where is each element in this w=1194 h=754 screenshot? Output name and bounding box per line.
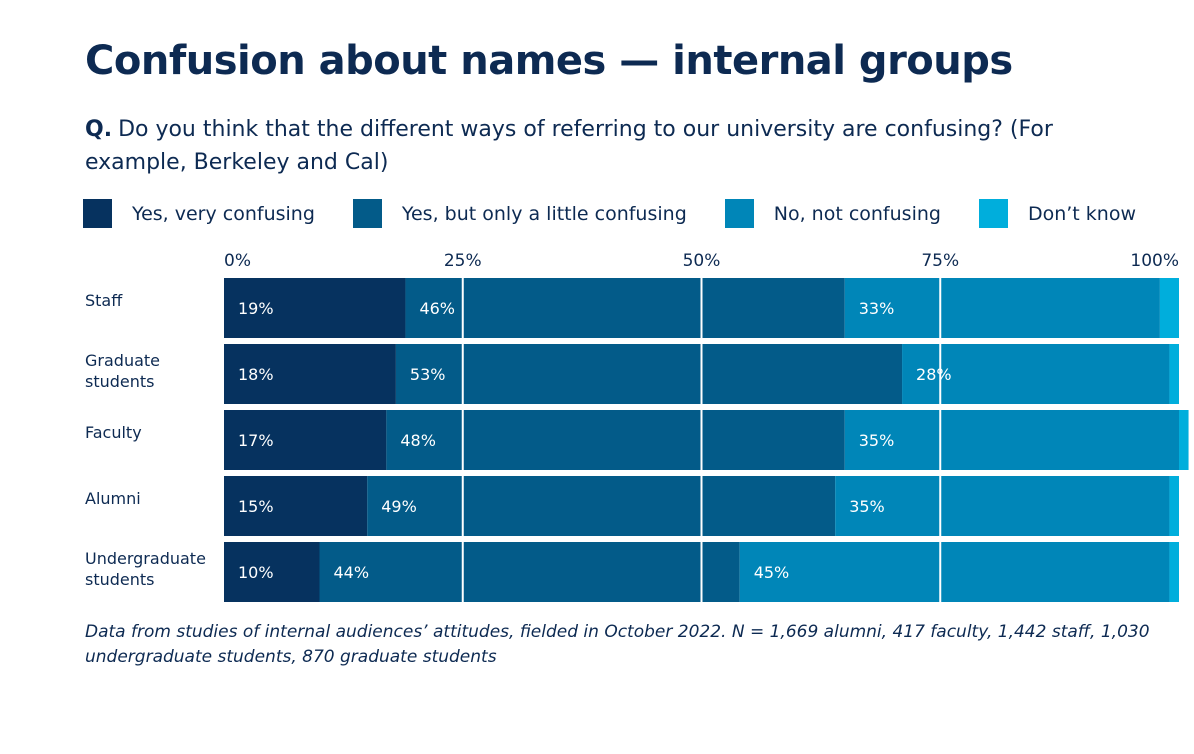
data-label-graduate-students-no-not-confusing: 28% bbox=[916, 365, 952, 384]
x-tick-label-100: 100% bbox=[1130, 251, 1179, 271]
legend-swatch bbox=[352, 199, 382, 228]
category-label-staff: Staff bbox=[85, 291, 123, 310]
bar-segment-faculty-no-not-confusing bbox=[844, 410, 1179, 470]
data-label-staff-yes-but-only-a-little-confusing: 46% bbox=[419, 299, 455, 318]
category-label-graduate-students: Graduate students bbox=[85, 351, 160, 391]
x-tick-label-75: 75% bbox=[921, 251, 959, 271]
legend-swatch bbox=[724, 199, 754, 228]
legend-label: Don’t know bbox=[1027, 202, 1136, 225]
bar-segment-alumni-no-not-confusing bbox=[835, 476, 1170, 536]
category-label-alumni: Alumni bbox=[85, 489, 141, 508]
chart-title: Confusion about names — internal groups bbox=[85, 38, 1013, 84]
bar-segment-faculty-yes-very-confusing bbox=[224, 410, 387, 470]
bar-segment-undergraduate-students-yes-but-only-a-little-confusing bbox=[319, 542, 740, 602]
data-label-alumni-yes-but-only-a-little-confusing: 49% bbox=[381, 497, 417, 516]
legend-label: No, not confusing bbox=[773, 202, 941, 225]
legend-item-yes-but-only-a-little-confusing: Yes, but only a little confusing bbox=[352, 199, 687, 228]
legend-item-no-not-confusing: No, not confusing bbox=[724, 199, 941, 228]
legend-item-don-t-know: Don’t know bbox=[978, 199, 1136, 228]
legend-label: Yes, very confusing bbox=[132, 202, 315, 225]
bar-segment-staff-yes-very-confusing bbox=[224, 278, 406, 338]
bar-segment-staff-don-t-know bbox=[1159, 278, 1179, 338]
data-label-alumni-yes-very-confusing: 15% bbox=[238, 497, 274, 516]
data-label-faculty-no-not-confusing: 35% bbox=[859, 431, 895, 450]
bar-segment-graduate-students-don-t-know bbox=[1169, 344, 1179, 404]
bar-segment-undergraduate-students-no-not-confusing bbox=[739, 542, 1170, 602]
data-label-graduate-students-yes-but-only-a-little-confusing: 53% bbox=[410, 365, 446, 384]
data-label-faculty-yes-very-confusing: 17% bbox=[238, 431, 274, 450]
footnote: Data from studies of internal audiences’… bbox=[85, 622, 1150, 667]
data-label-graduate-students-yes-very-confusing: 18% bbox=[238, 365, 274, 384]
legend-swatch bbox=[978, 199, 1008, 228]
bar-segment-staff-no-not-confusing bbox=[844, 278, 1160, 338]
bar-segment-undergraduate-students-yes-very-confusing bbox=[224, 542, 320, 602]
bar-segment-undergraduate-students-don-t-know bbox=[1169, 542, 1179, 602]
data-label-staff-no-not-confusing: 33% bbox=[859, 299, 895, 318]
category-label-faculty: Faculty bbox=[85, 423, 142, 442]
question-text: Do you think that the different ways of … bbox=[85, 117, 1053, 175]
bar-segment-faculty-don-t-know bbox=[1179, 410, 1189, 470]
bar-segment-alumni-don-t-know bbox=[1169, 476, 1179, 536]
data-label-undergraduate-students-no-not-confusing: 45% bbox=[754, 563, 790, 582]
data-label-undergraduate-students-yes-very-confusing: 10% bbox=[238, 563, 274, 582]
bar-segment-alumni-yes-but-only-a-little-confusing bbox=[367, 476, 836, 536]
data-label-faculty-yes-but-only-a-little-confusing: 48% bbox=[400, 431, 436, 450]
bar-segment-staff-yes-but-only-a-little-confusing bbox=[405, 278, 845, 338]
bar-segment-alumni-yes-very-confusing bbox=[224, 476, 368, 536]
bar-segment-graduate-students-no-not-confusing bbox=[902, 344, 1170, 404]
x-tick-label-25: 25% bbox=[444, 251, 482, 271]
question-label: Q. bbox=[85, 117, 113, 142]
data-label-staff-yes-very-confusing: 19% bbox=[238, 299, 274, 318]
legend-label: Yes, but only a little confusing bbox=[401, 202, 687, 225]
data-label-alumni-no-not-confusing: 35% bbox=[849, 497, 885, 516]
x-tick-label-50: 50% bbox=[683, 251, 721, 271]
survey-question: Q. Do you think that the different ways o… bbox=[85, 113, 1145, 179]
category-label-undergraduate-students: Undergraduate students bbox=[85, 549, 206, 589]
bar-segment-graduate-students-yes-very-confusing bbox=[224, 344, 396, 404]
bar-segment-faculty-yes-but-only-a-little-confusing bbox=[386, 410, 845, 470]
legend-item-yes-very-confusing: Yes, very confusing bbox=[83, 199, 315, 228]
legend-swatch bbox=[83, 199, 112, 228]
x-tick-label-0: 0% bbox=[224, 251, 251, 271]
chart-legend: Yes, very confusing Yes, but only a littl… bbox=[83, 199, 1174, 228]
bar-segment-graduate-students-yes-but-only-a-little-confusing bbox=[395, 344, 903, 404]
data-label-undergraduate-students-yes-but-only-a-little-confusing: 44% bbox=[334, 563, 370, 582]
